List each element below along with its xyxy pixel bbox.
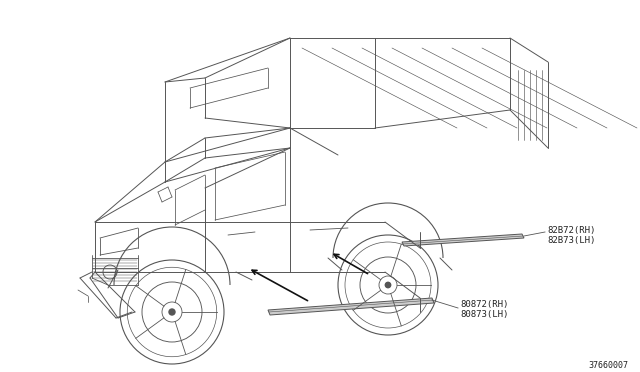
Polygon shape xyxy=(402,234,524,246)
Circle shape xyxy=(385,282,390,288)
Text: 82B72(RH): 82B72(RH) xyxy=(547,225,595,234)
Polygon shape xyxy=(268,298,434,315)
Text: 80872(RH): 80872(RH) xyxy=(460,301,508,310)
Circle shape xyxy=(169,309,175,315)
Text: 82B73(LH): 82B73(LH) xyxy=(547,235,595,244)
Text: 80873(LH): 80873(LH) xyxy=(460,311,508,320)
Text: 37660007: 37660007 xyxy=(588,360,628,369)
